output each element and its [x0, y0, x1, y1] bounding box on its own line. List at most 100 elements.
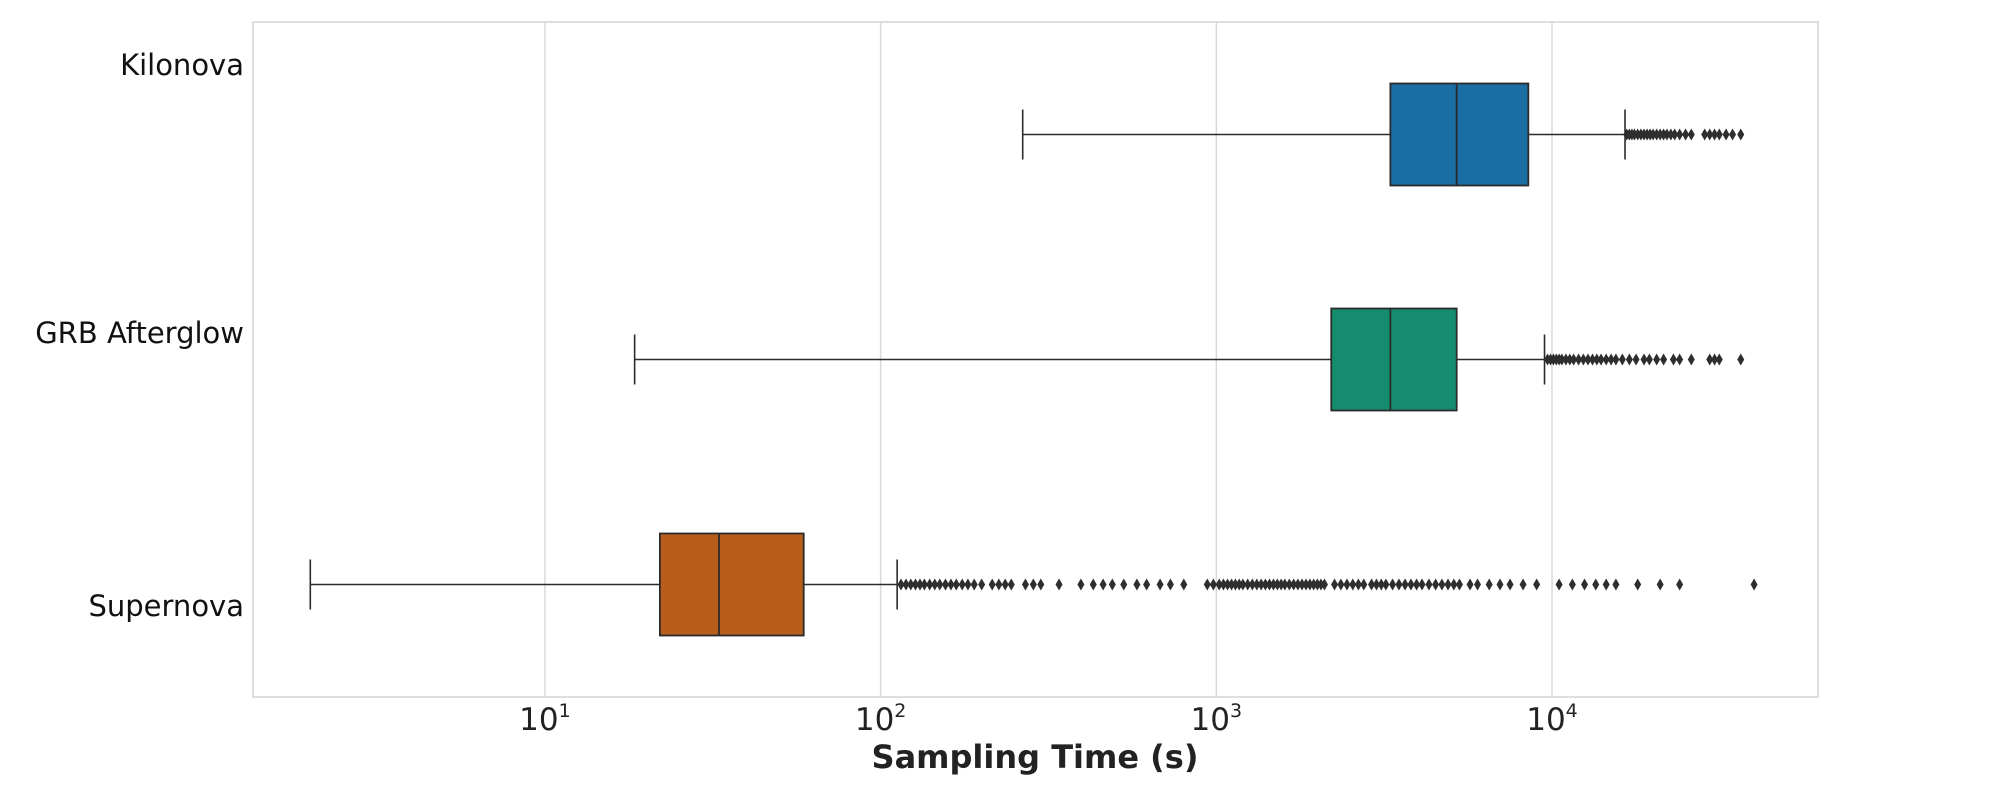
outlier-point [1180, 578, 1188, 591]
outlier-point [1570, 353, 1578, 366]
outlier-point [920, 578, 928, 591]
outlier-point [1612, 353, 1620, 366]
outlier-point [1653, 353, 1661, 366]
outlier-point [1425, 578, 1433, 591]
outlier-point [1239, 578, 1247, 591]
iqr-box [1389, 82, 1530, 187]
outlier-point [1298, 578, 1306, 591]
outlier-point [1588, 353, 1596, 366]
outlier-point [1592, 578, 1600, 591]
outlier-point [1418, 578, 1426, 591]
outlier-point [1265, 578, 1273, 591]
outlier-point [1682, 128, 1690, 141]
outlier-point [1215, 578, 1223, 591]
outlier-point [1584, 353, 1592, 366]
outlier-point [1687, 128, 1695, 141]
outlier-point [1290, 578, 1298, 591]
outlier-point [1555, 578, 1563, 591]
outlier-point [1382, 578, 1390, 591]
outlier-point [941, 578, 949, 591]
outlier-point [1235, 578, 1243, 591]
category-label-grb-afterglow: GRB Afterglow [35, 316, 244, 350]
outlier-point [1349, 578, 1357, 591]
outlier-point [1566, 353, 1574, 366]
category-label-kilonova: Kilonova [120, 48, 244, 82]
outlier-point [1077, 578, 1085, 591]
x-tick-label: 104 [1526, 700, 1578, 738]
outlier-point [1558, 353, 1566, 366]
outlier-point [1377, 578, 1385, 591]
outlier-point [1099, 578, 1107, 591]
outlier-point [1575, 353, 1583, 366]
outlier-point [1317, 578, 1325, 591]
outlier-point [1310, 578, 1318, 591]
outlier-point [1401, 578, 1409, 591]
outlier-point [1671, 128, 1679, 141]
outlier-point [1656, 578, 1664, 591]
outlier-point [1715, 353, 1723, 366]
outlier-point [978, 578, 986, 591]
outlier-point [1407, 578, 1415, 591]
outlier-point [1413, 578, 1421, 591]
outlier-point [1701, 128, 1709, 141]
outlier-point [1618, 353, 1626, 366]
outlier-point [1166, 578, 1174, 591]
box-series [309, 82, 1758, 637]
outlier-point [1285, 578, 1293, 591]
iqr-box [658, 532, 805, 637]
outlier-point [1729, 128, 1737, 141]
outlier-point [1455, 578, 1463, 591]
outlier-point [1676, 578, 1684, 591]
outlier-point [988, 578, 996, 591]
outlier-point [1450, 578, 1458, 591]
outlier-point [1368, 578, 1376, 591]
x-axis-label: Sampling Time (s) [872, 738, 1199, 776]
outlier-point [964, 578, 972, 591]
outlier-point [1466, 578, 1474, 591]
outlier-point [1579, 353, 1587, 366]
outlier-point [1120, 578, 1128, 591]
outlier-point [1277, 578, 1285, 591]
outlier-point [1593, 353, 1601, 366]
outlier-point [1231, 578, 1239, 591]
outlier-point [1687, 353, 1695, 366]
outlier-point [1634, 578, 1642, 591]
outlier-point [1568, 578, 1576, 591]
outlier-point [1294, 578, 1302, 591]
outlier-point [1669, 353, 1677, 366]
outlier-point [1438, 578, 1446, 591]
outlier-point [1001, 578, 1009, 591]
outlier-point [936, 578, 944, 591]
outlier-point [947, 578, 955, 591]
outlier-point [1337, 578, 1345, 591]
outlier-point [1474, 578, 1482, 591]
outlier-point [1485, 578, 1493, 591]
outlier-point [970, 578, 978, 591]
outlier-point [916, 578, 924, 591]
outlier-point [1257, 578, 1265, 591]
x-tick-label: 101 [519, 700, 571, 738]
outlier-point [1737, 128, 1745, 141]
category-label-supernova: Supernova [88, 589, 244, 623]
outlier-point [1261, 578, 1269, 591]
outlier-point [1269, 578, 1277, 591]
box-kilonova [1021, 82, 1745, 187]
outlier-point [952, 578, 960, 591]
outlier-point [1711, 353, 1719, 366]
outlier-point [1750, 578, 1758, 591]
outlier-point [1519, 578, 1527, 591]
x-tick-label: 103 [1191, 700, 1243, 738]
outlier-point [1143, 578, 1151, 591]
outlier-point [1632, 353, 1640, 366]
outlier-point [907, 578, 915, 591]
outlier-point [1037, 578, 1045, 591]
outlier-point [1676, 353, 1684, 366]
outlier-point [1645, 353, 1653, 366]
outlier-point [931, 578, 939, 591]
outlier-point [1737, 353, 1745, 366]
outlier-point [1706, 353, 1714, 366]
outlier-point [1320, 578, 1328, 591]
outlier-point [1302, 578, 1310, 591]
outlier-point [1244, 578, 1252, 591]
x-tick-label: 102 [855, 700, 907, 738]
